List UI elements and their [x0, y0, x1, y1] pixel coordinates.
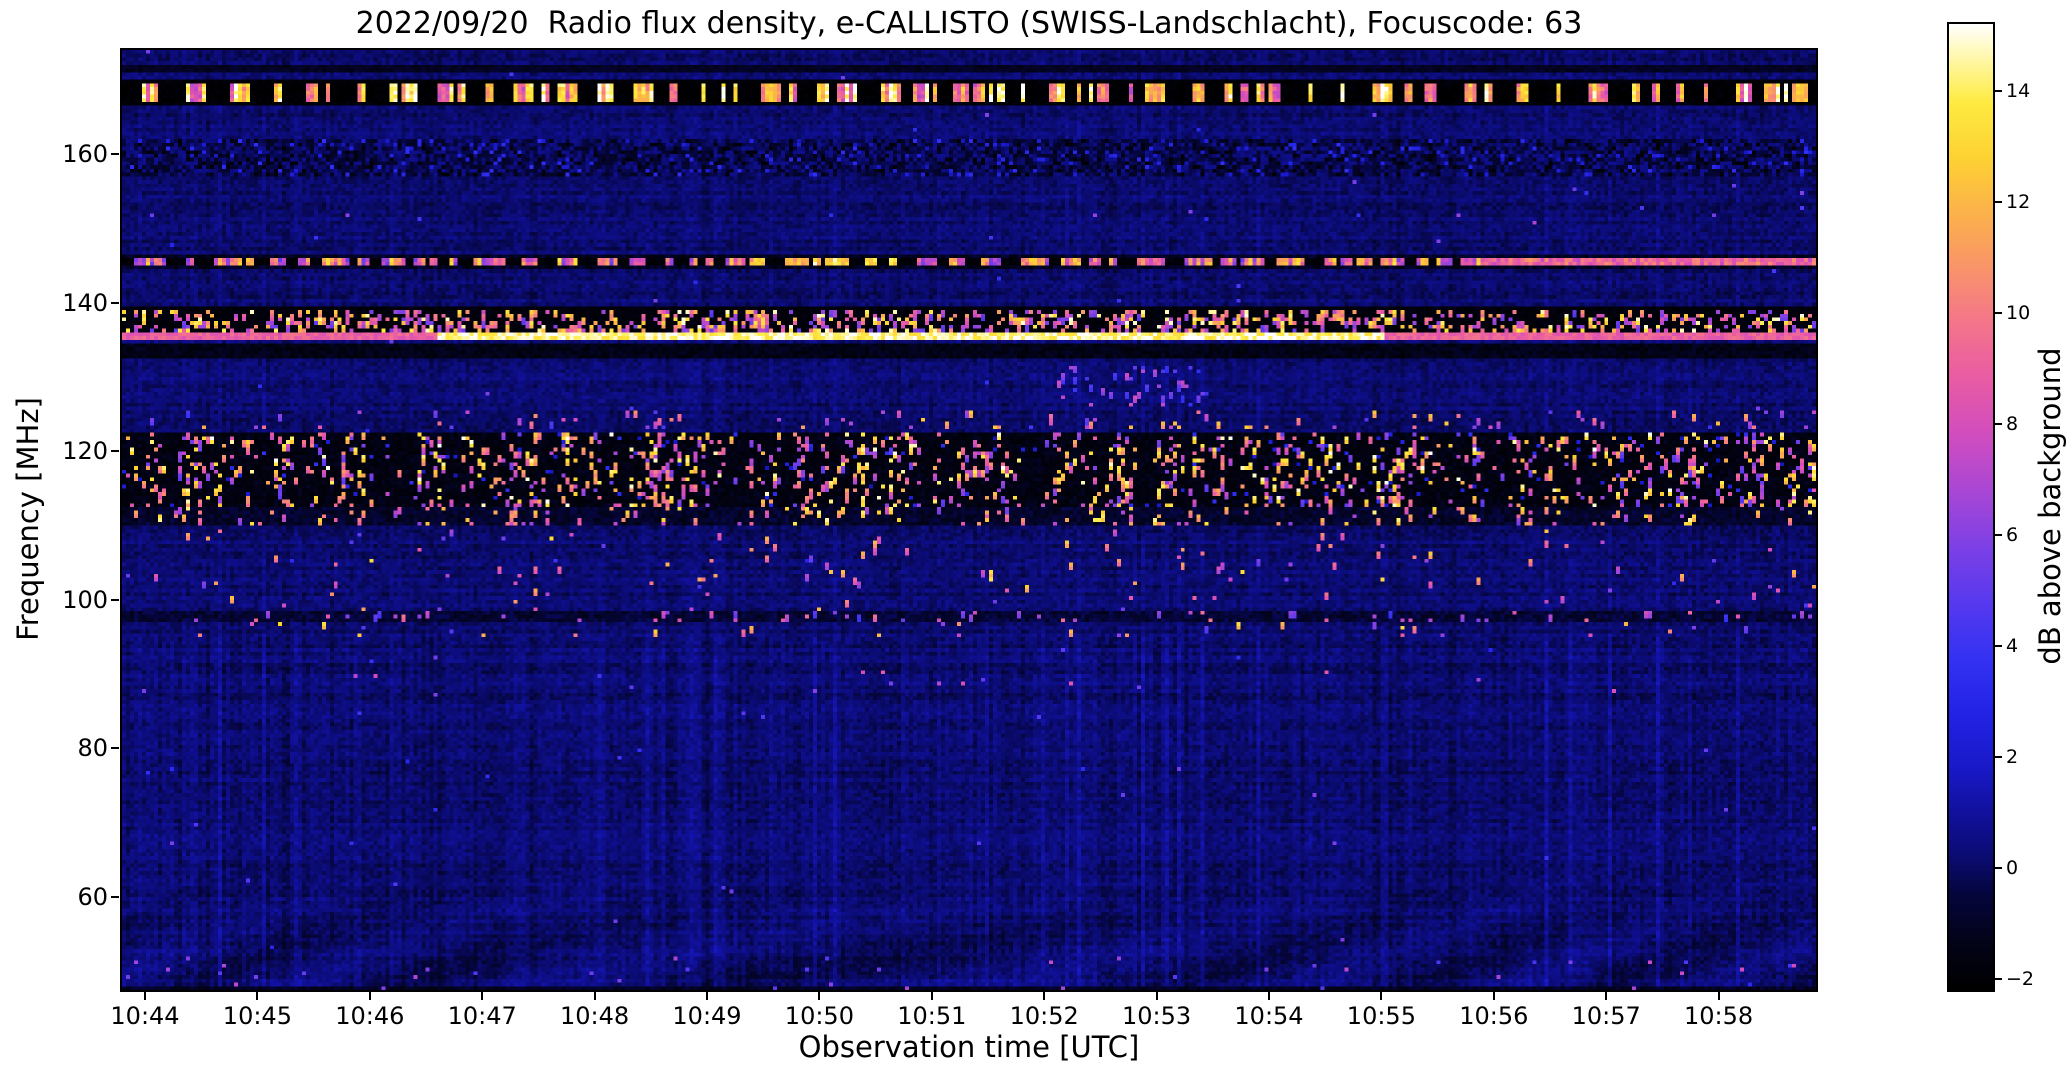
y-tick-label: 80: [77, 734, 108, 763]
x-tick-label: 10:49: [672, 1002, 742, 1030]
colorbar-tick-mark: [1995, 533, 2002, 536]
colorbar-gradient: [1947, 22, 1995, 992]
colorbar-label: dB above background: [2033, 347, 2066, 665]
y-tick-label: 140: [62, 288, 108, 317]
x-tick-mark: [256, 992, 259, 1000]
x-tick-mark: [1268, 992, 1270, 1000]
colorbar-tick-label: 12: [2006, 190, 2031, 213]
y-tick-label: 100: [62, 585, 108, 614]
colorbar-tick-label: 4: [2006, 634, 2019, 657]
x-tick-label: 10:44: [110, 1002, 180, 1030]
colorbar-tick-label: 8: [2006, 412, 2019, 435]
y-tick-mark: [111, 598, 119, 601]
x-tick-label: 10:58: [1684, 1002, 1754, 1030]
x-tick-label: 10:48: [560, 1002, 630, 1030]
colorbar-tick-label: 10: [2006, 301, 2031, 324]
x-tick-mark: [818, 992, 821, 1000]
colorbar-tick-mark: [1995, 200, 2002, 203]
x-tick-mark: [930, 992, 933, 1000]
chart-title: 2022/09/20 Radio flux density, e-CALLIST…: [355, 6, 1583, 41]
x-tick-label: 10:56: [1459, 1002, 1529, 1030]
colorbar-tick-label: 0: [2006, 856, 2019, 879]
x-axis-label: Observation time [UTC]: [798, 1030, 1140, 1064]
x-tick-label: 10:57: [1571, 1002, 1641, 1030]
colorbar-tick-label: 14: [2006, 79, 2031, 102]
y-tick-label: 120: [62, 437, 108, 466]
x-tick-mark: [1380, 992, 1383, 1000]
x-tick-label: 10:55: [1346, 1002, 1416, 1030]
x-tick-label: 10:52: [1009, 1002, 1079, 1030]
x-tick-mark: [1155, 992, 1158, 1000]
y-tick-mark: [111, 301, 119, 304]
x-tick-mark: [706, 992, 708, 1000]
x-tick-label: 10:46: [335, 1002, 405, 1030]
x-tick-label: 10:53: [1122, 1002, 1192, 1030]
colorbar-tick-mark: [1995, 311, 2002, 314]
y-tick-mark: [111, 747, 119, 750]
x-tick-label: 10:54: [1234, 1002, 1304, 1030]
colorbar-tick-label: 6: [2006, 523, 2019, 546]
y-tick-label: 160: [62, 140, 108, 169]
colorbar-tick-label: −2: [2006, 967, 2035, 990]
colorbar-tick-label: 2: [2006, 745, 2019, 768]
x-tick-mark: [481, 992, 484, 1000]
y-tick-label: 60: [77, 883, 108, 912]
x-tick-mark: [593, 992, 596, 1000]
y-tick-mark: [111, 153, 119, 156]
y-tick-mark: [111, 450, 119, 453]
spectrogram-heatmap: [120, 48, 1818, 992]
colorbar-tick-mark: [1995, 977, 2002, 980]
x-tick-mark: [1717, 992, 1720, 1000]
x-tick-label: 10:51: [897, 1002, 967, 1030]
colorbar-tick-mark: [1995, 755, 2002, 758]
x-tick-mark: [1043, 992, 1046, 1000]
y-tick-mark: [111, 896, 119, 899]
colorbar-tick-mark: [1995, 866, 2002, 869]
colorbar-tick-mark: [1995, 89, 2002, 92]
colorbar-tick-mark: [1995, 422, 2002, 425]
x-tick-label: 10:50: [784, 1002, 854, 1030]
x-tick-mark: [1492, 992, 1495, 1000]
x-tick-label: 10:47: [447, 1002, 517, 1030]
x-tick-label: 10:45: [222, 1002, 292, 1030]
x-tick-mark: [144, 992, 146, 1000]
x-tick-mark: [368, 992, 371, 1000]
colorbar-tick-mark: [1995, 644, 2002, 647]
x-tick-mark: [1605, 992, 1608, 1000]
